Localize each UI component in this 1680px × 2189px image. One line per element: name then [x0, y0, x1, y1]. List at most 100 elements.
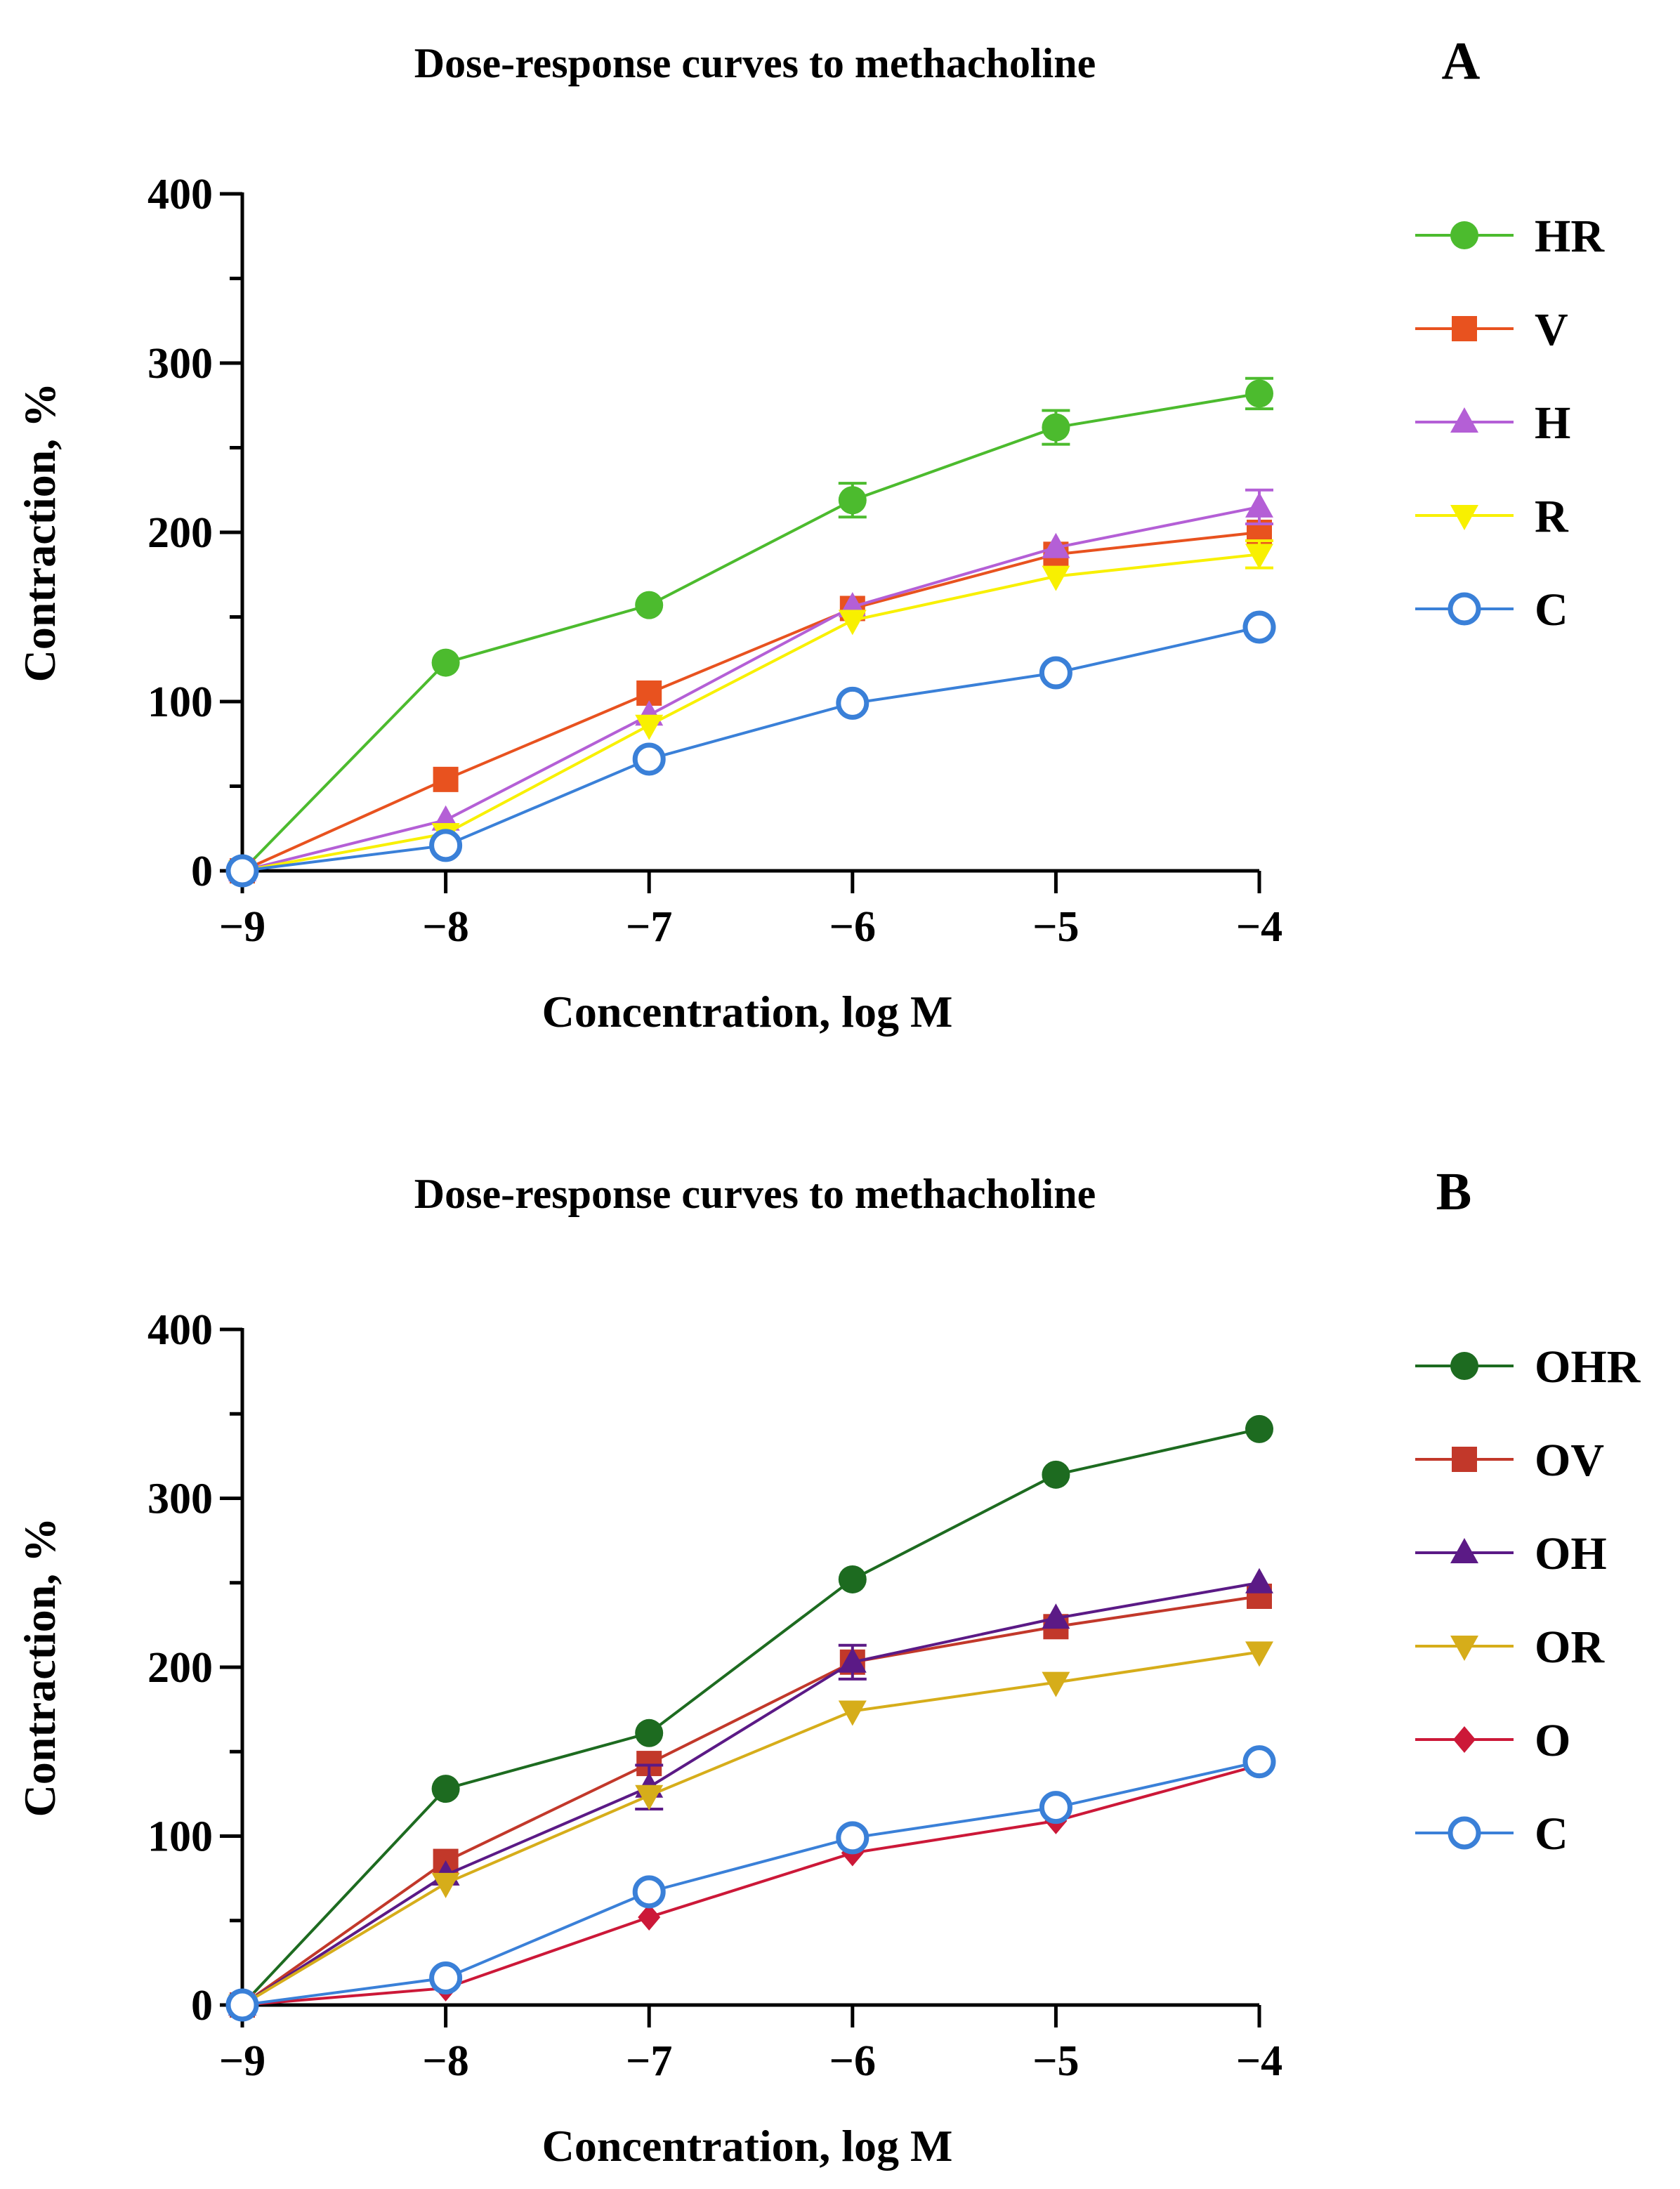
- data-point: [1042, 565, 1070, 591]
- data-point: [1245, 1414, 1273, 1443]
- legend-entry-hr: HR: [1415, 211, 1605, 262]
- series-line: [241, 1427, 1260, 2006]
- series-c: [225, 1745, 1276, 2022]
- data-point: [1042, 532, 1070, 558]
- legend-label: OV: [1535, 1435, 1604, 1486]
- legend-marker: [1452, 316, 1477, 341]
- data-point: [1245, 379, 1273, 408]
- data-point: [635, 1784, 664, 1810]
- y-tick-label: 200: [147, 1644, 213, 1692]
- data-point: [838, 1700, 867, 1726]
- data-point: [431, 648, 460, 677]
- x-tick-label: −7: [626, 903, 672, 951]
- series-ohr: [228, 1414, 1273, 2019]
- data-point: [1042, 1671, 1070, 1697]
- series-v: [230, 520, 1272, 883]
- data-point: [225, 1988, 259, 2022]
- legend-label: OHR: [1535, 1341, 1641, 1393]
- legend-entry-c: C: [1415, 1808, 1568, 1860]
- x-tick-label: −6: [829, 903, 876, 951]
- data-point: [1039, 1791, 1072, 1825]
- legend-entry-or: OR: [1415, 1622, 1605, 1673]
- y-tick-label: 0: [191, 848, 213, 895]
- panel-label: A: [1442, 32, 1481, 91]
- y-tick-label: 400: [147, 1306, 213, 1354]
- series-oh: [228, 1567, 1273, 2016]
- data-point: [838, 486, 867, 515]
- data-point: [1245, 1641, 1273, 1667]
- legend-label: C: [1535, 1808, 1568, 1860]
- series-c: [225, 610, 1276, 888]
- x-tick-label: −8: [422, 903, 468, 951]
- data-point: [1042, 1460, 1070, 1489]
- legend-entry-v: V: [1415, 304, 1568, 355]
- series-line: [242, 626, 1260, 872]
- data-point: [1245, 544, 1273, 570]
- data-point: [433, 766, 459, 792]
- data-point: [1042, 413, 1070, 442]
- legend-marker: [1450, 1538, 1478, 1563]
- x-tick-label: −7: [626, 2037, 672, 2085]
- legend-marker: [1448, 592, 1481, 626]
- x-axis-label: Concentration, log M: [542, 987, 953, 1037]
- y-axis-label: Contraction, %: [15, 1518, 65, 1817]
- series-hr: [228, 376, 1273, 885]
- y-tick-label: 300: [147, 1475, 213, 1523]
- y-axis-label: Contraction, %: [15, 383, 65, 683]
- series-line: [241, 1581, 1260, 2006]
- chart-panel-a: Dose-response curves to methacholine A 0 10…: [15, 32, 1605, 1037]
- legend-entry-r: R: [1415, 491, 1569, 542]
- data-point: [838, 610, 867, 636]
- data-point: [431, 1872, 460, 1898]
- y-tick-label: 0: [191, 1982, 213, 2030]
- legend-entry-c: C: [1415, 584, 1568, 636]
- x-tick-label: −5: [1032, 903, 1079, 951]
- legend-marker: [1452, 1447, 1477, 1472]
- data-point: [431, 1775, 460, 1803]
- series-line: [241, 1595, 1260, 2006]
- legend-label: V: [1535, 304, 1568, 355]
- data-point: [635, 591, 664, 619]
- data-point: [1042, 1603, 1070, 1629]
- chart-panel-b: Dose-response curves to methacholine B 0 10…: [15, 1162, 1641, 2171]
- series-or: [228, 1641, 1273, 2020]
- series-line: [242, 1760, 1260, 2006]
- data-point: [1245, 492, 1273, 518]
- series-line: [241, 1650, 1260, 2006]
- y-tick-label: 100: [147, 678, 213, 726]
- x-tick-label: −5: [1032, 2037, 1079, 2085]
- data-point: [225, 854, 259, 888]
- legend-label: H: [1535, 397, 1570, 449]
- legend-marker: [1450, 1352, 1478, 1380]
- y-tick-label: 200: [147, 509, 213, 557]
- x-tick-label: −9: [219, 2037, 265, 2085]
- legend-entry-h: H: [1415, 397, 1570, 449]
- x-tick-label: −8: [422, 2037, 468, 2085]
- data-point: [1245, 1567, 1273, 1593]
- legend-entry-oh: OH: [1415, 1528, 1607, 1579]
- data-point: [1242, 610, 1276, 644]
- x-tick-label: −6: [829, 2037, 876, 2085]
- legend-marker: [1453, 1726, 1476, 1753]
- data-point: [836, 1821, 869, 1855]
- data-point: [1242, 1745, 1276, 1779]
- legend-label: HR: [1535, 211, 1605, 262]
- series-ov: [230, 1583, 1272, 2018]
- legend-entry-ohr: OHR: [1415, 1341, 1641, 1393]
- data-point: [429, 829, 463, 862]
- legend-marker: [1450, 221, 1478, 249]
- legend-entry-o: O: [1415, 1715, 1570, 1766]
- series-line: [241, 392, 1260, 872]
- x-tick-label: −4: [1236, 2037, 1282, 2085]
- y-tick-label: 300: [147, 340, 213, 388]
- legend-marker: [1450, 505, 1478, 530]
- series-line: [242, 1763, 1260, 2006]
- chart-title: Dose-response curves to methacholine: [414, 1171, 1096, 1217]
- legend-marker: [1448, 1816, 1481, 1850]
- panel-label: B: [1436, 1162, 1472, 1221]
- data-point: [838, 1647, 867, 1673]
- data-point: [1039, 656, 1072, 690]
- x-tick-label: −9: [219, 903, 265, 951]
